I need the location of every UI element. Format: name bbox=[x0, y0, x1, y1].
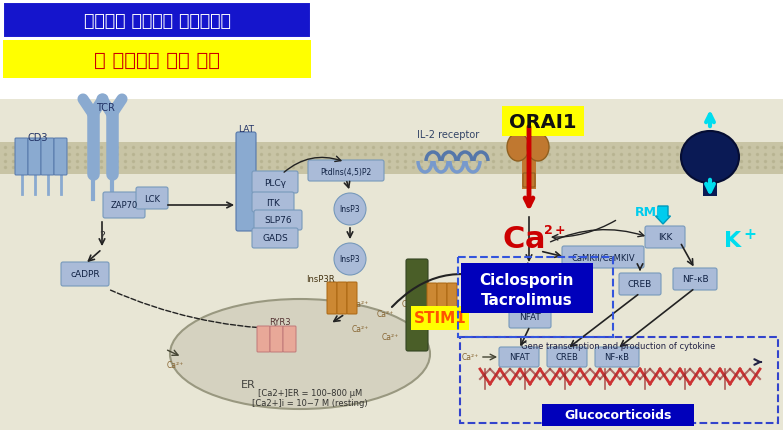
Circle shape bbox=[334, 243, 366, 275]
Text: TCR: TCR bbox=[96, 103, 114, 113]
Text: Ca²⁺: Ca²⁺ bbox=[166, 361, 184, 370]
FancyBboxPatch shape bbox=[3, 3, 311, 39]
FancyBboxPatch shape bbox=[0, 100, 783, 430]
Text: CREB: CREB bbox=[628, 280, 652, 289]
Text: Ca²⁺: Ca²⁺ bbox=[381, 333, 399, 342]
FancyBboxPatch shape bbox=[509, 306, 551, 328]
Text: NF-κB: NF-κB bbox=[604, 353, 630, 362]
FancyBboxPatch shape bbox=[499, 347, 539, 367]
FancyBboxPatch shape bbox=[28, 139, 41, 175]
FancyBboxPatch shape bbox=[337, 283, 347, 314]
FancyBboxPatch shape bbox=[437, 283, 447, 315]
Ellipse shape bbox=[170, 299, 430, 409]
FancyBboxPatch shape bbox=[136, 187, 168, 209]
Text: PtdIns(4,5)P2: PtdIns(4,5)P2 bbox=[320, 167, 372, 176]
Text: InsP3: InsP3 bbox=[340, 255, 360, 264]
Text: PLCγ: PLCγ bbox=[264, 178, 286, 187]
Text: Ca²⁺: Ca²⁺ bbox=[402, 300, 419, 309]
FancyArrow shape bbox=[655, 206, 670, 224]
FancyBboxPatch shape bbox=[347, 283, 357, 314]
Text: Ca²⁺: Ca²⁺ bbox=[352, 325, 369, 334]
Text: Ca²⁺: Ca²⁺ bbox=[461, 353, 478, 362]
Text: Glucocorticoids: Glucocorticoids bbox=[565, 408, 672, 421]
Text: STIM1: STIM1 bbox=[413, 311, 467, 326]
FancyBboxPatch shape bbox=[619, 273, 661, 295]
FancyBboxPatch shape bbox=[327, 283, 337, 314]
Text: $\mathbf{K^+}$: $\mathbf{K^+}$ bbox=[723, 228, 757, 251]
Text: CD3: CD3 bbox=[27, 133, 49, 143]
Text: $\mathbf{^{2+}}$: $\mathbf{^{2+}}$ bbox=[543, 225, 565, 243]
FancyBboxPatch shape bbox=[461, 264, 593, 313]
FancyBboxPatch shape bbox=[61, 262, 109, 286]
Text: InsP3R: InsP3R bbox=[305, 275, 334, 284]
FancyBboxPatch shape bbox=[252, 172, 298, 194]
FancyBboxPatch shape bbox=[308, 161, 384, 181]
FancyBboxPatch shape bbox=[41, 139, 54, 175]
FancyBboxPatch shape bbox=[411, 306, 469, 330]
FancyBboxPatch shape bbox=[495, 270, 559, 292]
FancyBboxPatch shape bbox=[406, 259, 428, 351]
FancyBboxPatch shape bbox=[257, 326, 270, 352]
Text: ORAI1: ORAI1 bbox=[509, 113, 577, 132]
Text: Calcineurin: Calcineurin bbox=[501, 277, 553, 286]
FancyBboxPatch shape bbox=[522, 158, 536, 190]
Text: NFAT: NFAT bbox=[519, 313, 541, 322]
Text: 현존하는 대표적인 면역억제제: 현존하는 대표적인 면역억제제 bbox=[84, 12, 230, 30]
Text: RYR3: RYR3 bbox=[269, 318, 290, 327]
Text: Gene transcription and production of cytokine: Gene transcription and production of cyt… bbox=[521, 342, 715, 351]
FancyBboxPatch shape bbox=[3, 41, 311, 79]
Text: InsP3: InsP3 bbox=[340, 205, 360, 214]
FancyBboxPatch shape bbox=[542, 404, 694, 426]
FancyBboxPatch shape bbox=[427, 283, 437, 315]
Text: LCK: LCK bbox=[144, 194, 160, 203]
Text: ?: ? bbox=[99, 230, 105, 240]
FancyBboxPatch shape bbox=[645, 227, 685, 249]
FancyBboxPatch shape bbox=[252, 228, 298, 249]
FancyBboxPatch shape bbox=[236, 133, 256, 231]
FancyBboxPatch shape bbox=[447, 283, 457, 315]
FancyBboxPatch shape bbox=[283, 326, 296, 352]
FancyBboxPatch shape bbox=[103, 193, 145, 218]
FancyBboxPatch shape bbox=[54, 139, 67, 175]
Text: [Ca2+]ER = 100–800 μM: [Ca2+]ER = 100–800 μM bbox=[258, 389, 362, 398]
Text: cADPR: cADPR bbox=[70, 270, 99, 279]
Text: Ca²⁺: Ca²⁺ bbox=[431, 310, 449, 319]
Text: Tacrolimus: Tacrolimus bbox=[481, 293, 573, 308]
Text: RMP: RMP bbox=[634, 206, 666, 219]
FancyBboxPatch shape bbox=[595, 347, 639, 367]
Ellipse shape bbox=[681, 132, 739, 184]
Text: CREB: CREB bbox=[556, 353, 579, 362]
FancyBboxPatch shape bbox=[0, 143, 783, 175]
Text: Ciclosporin: Ciclosporin bbox=[480, 273, 574, 288]
Text: ZAP70: ZAP70 bbox=[110, 201, 138, 210]
Text: NF-κB: NF-κB bbox=[682, 275, 709, 284]
Text: LAT: LAT bbox=[238, 125, 254, 134]
Text: ITK: ITK bbox=[266, 198, 280, 207]
FancyBboxPatch shape bbox=[270, 326, 283, 352]
Text: Ca²⁺: Ca²⁺ bbox=[352, 300, 369, 309]
Text: SLP76: SLP76 bbox=[264, 216, 292, 225]
FancyBboxPatch shape bbox=[254, 211, 302, 230]
Text: Ca²⁺: Ca²⁺ bbox=[446, 320, 464, 329]
FancyBboxPatch shape bbox=[523, 174, 535, 187]
Text: ER: ER bbox=[240, 379, 255, 389]
Text: 본 연구과제 타깃 단백: 본 연구과제 타깃 단백 bbox=[94, 50, 220, 69]
FancyBboxPatch shape bbox=[562, 246, 644, 268]
FancyBboxPatch shape bbox=[502, 107, 584, 137]
Text: CaMKII/CaMKIV: CaMKII/CaMKIV bbox=[571, 253, 635, 262]
Circle shape bbox=[334, 194, 366, 225]
FancyBboxPatch shape bbox=[15, 139, 28, 175]
Text: Ca²⁺: Ca²⁺ bbox=[377, 310, 394, 319]
FancyBboxPatch shape bbox=[252, 193, 294, 212]
Text: IL-2 receptor: IL-2 receptor bbox=[417, 130, 479, 140]
Text: NFAT: NFAT bbox=[509, 353, 529, 362]
FancyBboxPatch shape bbox=[673, 268, 717, 290]
Ellipse shape bbox=[507, 134, 529, 162]
Text: [Ca2+]i = 10−7 M (resting): [Ca2+]i = 10−7 M (resting) bbox=[252, 399, 368, 408]
Text: $\mathbf{Ca}$: $\mathbf{Ca}$ bbox=[502, 225, 544, 254]
Ellipse shape bbox=[527, 134, 549, 162]
Text: GADS: GADS bbox=[262, 234, 288, 243]
FancyBboxPatch shape bbox=[703, 175, 717, 197]
Text: Ca²⁺: Ca²⁺ bbox=[411, 325, 428, 334]
